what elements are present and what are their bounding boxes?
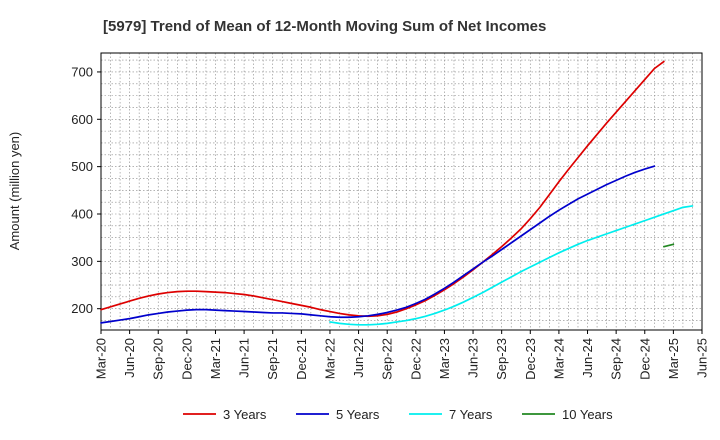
series-line-3-years (100, 60, 665, 318)
legend-label: 10 Years (562, 407, 613, 422)
x-tick-label: Jun-22 (351, 338, 366, 378)
series-line-5-years (100, 165, 656, 324)
x-tick-label: Mar-24 (551, 338, 566, 379)
x-tick-label: Sep-24 (609, 338, 624, 380)
y-axis-label: Amount (million yen) (7, 132, 22, 251)
plot-frame (100, 52, 703, 331)
x-axis-ticks: Mar-20 Jun-20 Sep-20 Dec-20 Mar-21 Jun-21 Sep-… (94, 330, 710, 380)
y-tick-label: 500 (71, 159, 93, 174)
chart-title: [5979] Trend of Mean of 12-Month Moving … (103, 18, 546, 35)
y-tick-label: 600 (71, 112, 93, 127)
legend-label: 3 Years (223, 407, 267, 422)
y-tick-label: 700 (71, 64, 93, 79)
y-tick-label: 400 (71, 206, 93, 221)
x-tick-label: Sep-20 (151, 338, 166, 380)
x-tick-label: Jun-21 (237, 338, 252, 378)
grid (100, 53, 703, 330)
x-tick-label: Mar-23 (437, 338, 452, 379)
series-line-10-years (662, 243, 675, 248)
x-tick-label: Jun-24 (580, 338, 595, 378)
x-tick-label: Sep-21 (265, 338, 280, 380)
x-tick-label: Dec-20 (179, 338, 194, 380)
x-tick-label: Mar-20 (94, 338, 109, 379)
x-tick-label: Jun-20 (122, 338, 137, 378)
x-tick-label: Jun-25 (695, 338, 710, 378)
x-tick-label: Dec-22 (408, 338, 423, 380)
y-tick-label: 200 (71, 301, 93, 316)
x-tick-label: Jun-23 (466, 338, 481, 378)
series-layer (100, 60, 694, 326)
series-line-7-years (329, 205, 694, 326)
y-axis-ticks: 200 300 400 500 600 700 (71, 64, 101, 316)
legend-label: 5 Years (336, 407, 380, 422)
x-tick-label: Dec-21 (294, 338, 309, 380)
x-tick-label: Mar-21 (208, 338, 223, 379)
legend: 3 Years 5 Years 7 Years 10 Years (183, 407, 613, 422)
x-tick-label: Mar-25 (666, 338, 681, 379)
x-tick-label: Sep-22 (380, 338, 395, 380)
x-tick-label: Dec-23 (523, 338, 538, 380)
x-tick-label: Mar-22 (322, 338, 337, 379)
legend-label: 7 Years (449, 407, 493, 422)
x-tick-label: Sep-23 (494, 338, 509, 380)
y-tick-label: 300 (71, 254, 93, 269)
x-tick-label: Dec-24 (637, 338, 652, 380)
